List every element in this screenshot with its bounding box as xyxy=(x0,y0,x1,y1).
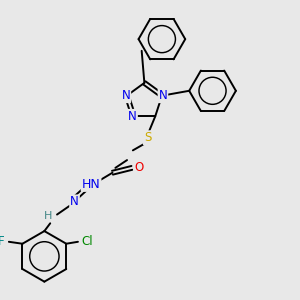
Text: H: H xyxy=(44,211,52,220)
Text: F: F xyxy=(0,235,4,248)
Text: N: N xyxy=(70,195,79,208)
Text: N: N xyxy=(128,110,137,123)
Text: S: S xyxy=(144,131,151,144)
Text: O: O xyxy=(134,161,143,174)
Text: N: N xyxy=(122,89,130,102)
Text: N: N xyxy=(159,89,167,102)
Text: Cl: Cl xyxy=(82,235,94,248)
Text: HN: HN xyxy=(82,178,100,191)
